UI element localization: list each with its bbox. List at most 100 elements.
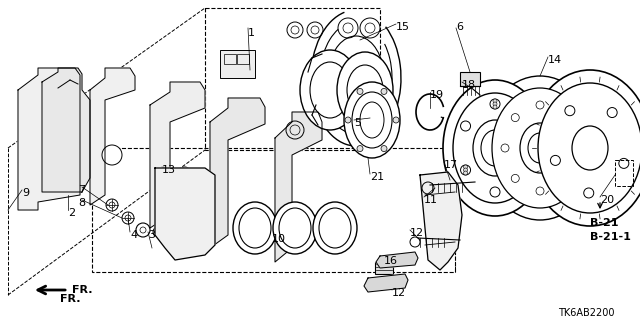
Text: FR.: FR. [60,294,81,304]
Text: 10: 10 [272,234,286,244]
Circle shape [493,105,497,109]
Ellipse shape [279,208,311,248]
Circle shape [493,102,497,106]
Circle shape [461,165,470,175]
Text: 12: 12 [392,288,406,298]
Ellipse shape [337,52,393,128]
Bar [205,8,380,150]
Circle shape [357,146,363,152]
Circle shape [122,212,134,224]
Circle shape [463,171,468,175]
Circle shape [520,121,529,131]
Circle shape [522,171,527,175]
Circle shape [125,215,131,221]
Circle shape [393,117,399,123]
Text: 8: 8 [78,198,85,208]
Circle shape [511,174,519,182]
Circle shape [102,145,122,165]
Circle shape [536,187,544,195]
Ellipse shape [319,208,351,248]
Bar [237,54,249,64]
Ellipse shape [352,92,392,148]
Ellipse shape [473,120,517,176]
Circle shape [109,202,115,208]
Polygon shape [18,68,80,210]
Circle shape [461,121,470,131]
Bar [92,148,455,272]
Bar [615,160,633,186]
Text: 7: 7 [78,185,85,195]
Ellipse shape [239,208,271,248]
Text: 1: 1 [248,28,255,38]
Circle shape [345,117,351,123]
Text: 16: 16 [384,256,398,266]
Text: 20: 20 [600,195,614,205]
Ellipse shape [538,83,640,213]
Circle shape [520,165,529,175]
Circle shape [522,165,527,169]
Ellipse shape [520,123,560,173]
Circle shape [571,144,579,152]
Text: 19: 19 [430,90,444,100]
Circle shape [619,158,629,168]
Circle shape [565,106,575,116]
Polygon shape [210,98,265,248]
Polygon shape [155,168,215,260]
Ellipse shape [344,82,400,158]
Circle shape [550,156,561,165]
Circle shape [522,168,527,172]
Circle shape [493,99,497,103]
Ellipse shape [482,76,598,220]
Circle shape [357,88,363,94]
Ellipse shape [492,88,588,208]
Text: 3: 3 [148,230,155,240]
Polygon shape [150,82,205,228]
Text: 6: 6 [456,22,463,32]
Text: B-21: B-21 [590,218,618,228]
Polygon shape [275,112,322,262]
Circle shape [501,144,509,152]
Polygon shape [364,274,408,292]
Polygon shape [420,172,462,270]
Polygon shape [376,252,418,268]
Text: 11: 11 [424,195,438,205]
Circle shape [153,227,163,237]
Text: 9: 9 [22,188,29,198]
Text: 14: 14 [548,55,562,65]
Circle shape [490,99,500,109]
Circle shape [463,168,468,172]
Bar [375,262,393,274]
Ellipse shape [453,93,537,203]
Text: 15: 15 [396,22,410,32]
Circle shape [536,101,544,109]
Ellipse shape [572,126,608,170]
Circle shape [381,88,387,94]
Circle shape [607,108,617,117]
Ellipse shape [347,65,383,115]
Text: 5: 5 [354,118,361,128]
Circle shape [180,167,190,177]
Text: 2: 2 [68,208,75,218]
Ellipse shape [360,102,384,138]
Ellipse shape [300,50,360,130]
Text: B-21-1: B-21-1 [590,232,631,242]
Bar [224,54,236,64]
Circle shape [561,114,569,122]
Circle shape [463,165,468,169]
Ellipse shape [528,133,552,163]
Polygon shape [90,68,135,205]
Circle shape [584,188,594,198]
Circle shape [490,187,500,197]
Text: 12: 12 [410,228,424,238]
Circle shape [381,146,387,152]
Ellipse shape [233,202,277,254]
Ellipse shape [273,202,317,254]
Text: 17: 17 [444,160,458,170]
Circle shape [136,223,150,237]
Ellipse shape [443,80,547,216]
Text: FR.: FR. [72,285,93,295]
Text: 4: 4 [130,230,137,240]
Text: 18: 18 [462,80,476,90]
Circle shape [106,199,118,211]
Text: 13: 13 [162,165,176,175]
